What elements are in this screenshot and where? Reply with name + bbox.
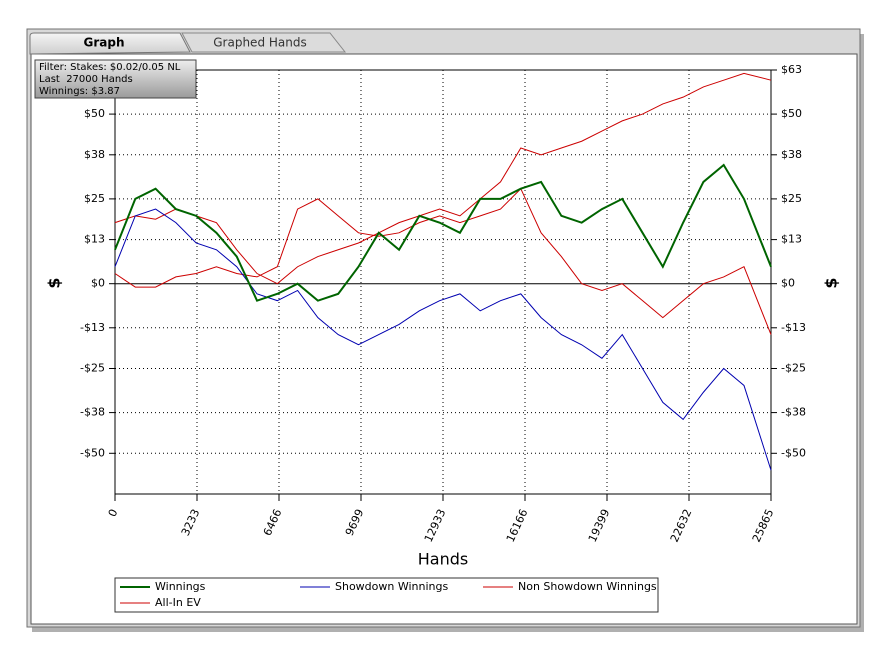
y2-tick-label: -$25 [781, 361, 806, 374]
y2-tick-label: $0 [781, 277, 795, 290]
series-line [114, 187, 772, 335]
y2-tick-label: $63 [781, 63, 802, 76]
series-line [114, 208, 772, 471]
x-tick-label: 0 [106, 507, 121, 519]
y2-tick-label: $38 [781, 148, 802, 161]
filter-text: Filter: Stakes: $0.02/0.05 NL [39, 62, 181, 73]
y-tick-label: $13 [84, 233, 105, 246]
y-tick-label: -$50 [80, 446, 105, 459]
y2-tick-label: $13 [781, 233, 802, 246]
plot-frame [114, 69, 772, 495]
y2-tick-label: -$38 [781, 406, 806, 419]
y-tick-label: $38 [84, 148, 105, 161]
series-line [114, 163, 772, 302]
legend-label: Non Showdown Winnings [518, 580, 657, 593]
y2-axis-label: $ [822, 277, 841, 288]
y2-tick-label: $25 [781, 192, 802, 205]
y-tick-label: -$13 [80, 321, 105, 334]
x-axis-label: Hands [418, 550, 468, 569]
y2-tick-label: -$50 [781, 446, 806, 459]
series-line [114, 72, 772, 285]
panel [30, 53, 858, 625]
legend-label: Winnings [155, 580, 206, 593]
y2-tick-label: $50 [781, 107, 802, 120]
tab[interactable] [29, 32, 191, 55]
y2-tick-label: -$13 [781, 321, 806, 334]
y-tick-label: -$25 [80, 361, 105, 374]
y-tick-label: $50 [84, 107, 105, 120]
y-tick-label: $0 [91, 277, 105, 290]
filter-box [34, 59, 197, 99]
legend-label: All-In EV [155, 596, 201, 609]
tab-label[interactable]: Graph [84, 36, 125, 50]
y-axis-label: $ [45, 277, 64, 288]
filter-text: Last 27000 Hands [39, 74, 133, 85]
y-tick-label: $25 [84, 192, 105, 205]
legend-label: Showdown Winnings [335, 580, 449, 593]
tab[interactable] [181, 32, 347, 53]
legend [114, 577, 659, 613]
filter-text: Winnings: $3.87 [39, 86, 120, 97]
y-tick-label: -$38 [80, 406, 105, 419]
tab-label[interactable]: Graphed Hands [213, 36, 306, 50]
